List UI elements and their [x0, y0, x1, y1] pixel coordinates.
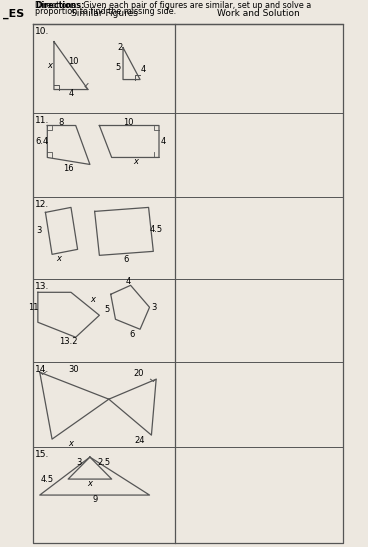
- Text: 8: 8: [59, 118, 64, 127]
- Text: 16: 16: [63, 164, 74, 173]
- Text: _ES: _ES: [3, 9, 24, 19]
- Text: 30: 30: [68, 365, 79, 374]
- Text: 11.: 11.: [35, 115, 49, 125]
- Text: 10: 10: [68, 57, 78, 66]
- Text: 6: 6: [130, 330, 135, 339]
- Text: 4: 4: [68, 89, 74, 98]
- Text: x: x: [88, 479, 92, 487]
- Text: 4: 4: [140, 65, 145, 74]
- Text: x: x: [56, 254, 61, 263]
- Text: Similar Figures: Similar Figures: [71, 9, 138, 18]
- Text: 5: 5: [104, 305, 110, 314]
- Text: 4: 4: [125, 277, 130, 286]
- Text: 12.: 12.: [35, 200, 49, 210]
- Text: 14.: 14.: [35, 365, 49, 374]
- Text: x: x: [48, 61, 53, 70]
- Text: 6: 6: [123, 255, 128, 264]
- Text: 15.: 15.: [35, 450, 49, 459]
- Text: proportion to find the missing side.: proportion to find the missing side.: [35, 7, 176, 16]
- Text: 10: 10: [123, 118, 134, 127]
- Text: 4: 4: [160, 137, 165, 146]
- Text: 4.5: 4.5: [41, 475, 54, 484]
- Text: 9: 9: [92, 494, 97, 504]
- Text: Work and Solution: Work and Solution: [217, 9, 300, 18]
- Text: 5: 5: [116, 63, 121, 72]
- Text: 13.: 13.: [35, 282, 49, 292]
- Text: Directions:: Directions:: [35, 1, 84, 10]
- Text: x: x: [90, 295, 95, 304]
- Text: 4.5: 4.5: [150, 225, 163, 234]
- Text: 3: 3: [76, 458, 81, 467]
- Text: x: x: [68, 439, 74, 447]
- Text: 20: 20: [134, 369, 144, 378]
- Text: 3: 3: [36, 226, 42, 235]
- Text: 2: 2: [117, 43, 123, 52]
- Text: 3: 3: [152, 303, 157, 312]
- Text: 2.5: 2.5: [98, 458, 111, 467]
- Text: Directions:  Given each pair of figures are similar, set up and solve a: Directions: Given each pair of figures a…: [35, 1, 311, 10]
- Text: 10.: 10.: [35, 27, 49, 36]
- Text: 13.2: 13.2: [59, 337, 77, 346]
- Text: 11: 11: [28, 303, 38, 312]
- Text: x: x: [133, 157, 138, 166]
- Text: 24: 24: [135, 435, 145, 445]
- Text: 6.4: 6.4: [35, 137, 48, 146]
